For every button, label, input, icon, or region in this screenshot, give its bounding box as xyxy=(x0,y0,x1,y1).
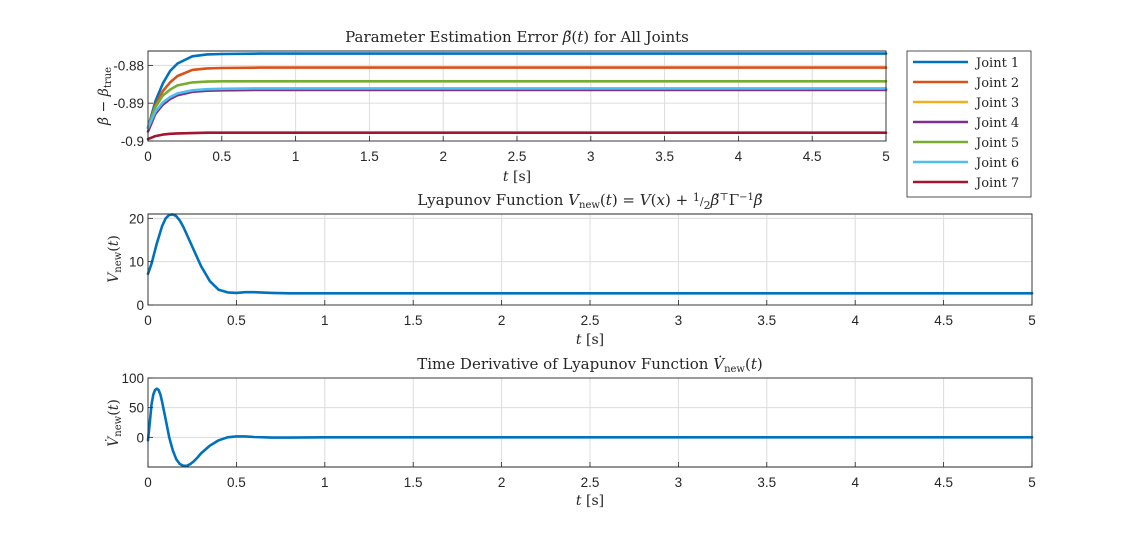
x-tick-label: 2 xyxy=(498,475,506,490)
x-tick-label: 3.5 xyxy=(655,149,674,164)
x-tick-label: 1.5 xyxy=(404,313,423,328)
x-axis-label: t [s] xyxy=(576,332,604,348)
legend-label: Joint 2 xyxy=(974,76,1019,91)
y-axis-label: Vnew(t) xyxy=(106,235,124,283)
x-tick-labels: 0 0.5 1 1.5 2 2.5 3 3.5 4 4.5 5 xyxy=(144,136,890,164)
y-tick-label: 20 xyxy=(129,211,144,226)
x-tick-label: 4 xyxy=(851,475,859,490)
chart-title: Parameter Estimation Error β̃(t) for All… xyxy=(345,28,689,46)
x-tick-label: 5 xyxy=(1028,475,1036,490)
series-line-joint-7 xyxy=(146,131,888,141)
y-tick-labels: 0 50 100 xyxy=(121,371,153,445)
x-tick-label: 2.5 xyxy=(581,313,600,328)
series-line-joint-5 xyxy=(146,80,888,130)
series-line xyxy=(146,213,1034,295)
y-tick-label: -0.89 xyxy=(113,96,144,111)
x-tick-label: 1.5 xyxy=(404,475,423,490)
y-tick-labels: 0 10 20 xyxy=(129,211,153,313)
y-tick-label: 50 xyxy=(129,401,144,416)
y-tick-label: -0.9 xyxy=(121,134,144,149)
series-line-joint-4 xyxy=(146,88,888,133)
x-tick-label: 1 xyxy=(321,475,329,490)
x-tick-label: 0.5 xyxy=(227,313,246,328)
chart-title: Time Derivative of Lyapunov Function V̇n… xyxy=(417,355,763,375)
legend-box xyxy=(906,50,1032,198)
y-tick-label: -0.88 xyxy=(113,58,144,73)
legend-label: Joint 7 xyxy=(974,176,1019,191)
legend-label: Joint 3 xyxy=(974,96,1019,111)
x-tick-label: 4.5 xyxy=(934,475,953,490)
x-tick-label: 0.5 xyxy=(212,149,231,164)
x-tick-label: 4 xyxy=(735,149,743,164)
series-line xyxy=(146,387,1034,468)
x-tick-label: 1 xyxy=(292,149,300,164)
x-tick-label: 1 xyxy=(321,313,329,328)
series-group xyxy=(146,213,1034,295)
estimation-error-axes: 0 0.5 1 1.5 2 2.5 3 3.5 4 4.5 5 -0.9 -0.89 -0.88 xyxy=(113,50,890,164)
legend-label: Joint 1 xyxy=(974,56,1019,71)
x-axis-label: t [s] xyxy=(576,493,604,509)
x-tick-label: 4.5 xyxy=(803,149,822,164)
x-tick-label: 2.5 xyxy=(508,149,527,164)
x-tick-label: 2.5 xyxy=(581,475,600,490)
lyapunov-derivative-axes: 0 0.5 1 1.5 2 2.5 3 3.5 4 4.5 5 0 50 100 xyxy=(121,371,1035,490)
x-axis-label: t [s] xyxy=(503,169,531,185)
series-group xyxy=(146,387,1034,468)
y-tick-label: 100 xyxy=(121,371,144,386)
y-tick-label: 10 xyxy=(129,255,144,270)
y-axis-label: V̇new(t) xyxy=(104,399,124,447)
series-line-joint-2 xyxy=(146,66,888,130)
y-tick-label: 0 xyxy=(136,298,144,313)
y-tick-label: 0 xyxy=(136,430,144,445)
x-tick-label: 3.5 xyxy=(757,475,776,490)
x-tick-label: 0 xyxy=(144,313,152,328)
x-tick-label: 5 xyxy=(882,149,890,164)
legend-label: Joint 4 xyxy=(974,116,1019,131)
x-tick-label: 0.5 xyxy=(227,475,246,490)
x-tick-labels: 0 0.5 1 1.5 2 2.5 3 3.5 4 4.5 5 xyxy=(144,462,1036,490)
x-tick-label: 0 xyxy=(144,149,152,164)
x-tick-label: 5 xyxy=(1028,313,1036,328)
legend-label: Joint 5 xyxy=(974,136,1019,151)
y-axis-label: β̂ − βtrue xyxy=(96,67,114,126)
x-tick-label: 2 xyxy=(498,313,506,328)
x-tick-label: 3 xyxy=(675,313,683,328)
series-line-joint-1 xyxy=(146,52,888,130)
x-tick-label: 3.5 xyxy=(757,313,776,328)
series-line-joint-6 xyxy=(146,87,888,130)
x-tick-label: 4.5 xyxy=(934,313,953,328)
legend-label: Joint 6 xyxy=(974,156,1019,171)
x-tick-labels: 0 0.5 1 1.5 2 2.5 3 3.5 4 4.5 5 xyxy=(144,300,1036,328)
chart-title: Lyapunov Function Vnew(t) = V(x) + 1/2β̃… xyxy=(417,191,762,212)
x-tick-label: 2 xyxy=(439,149,447,164)
y-tick-labels: -0.9 -0.89 -0.88 xyxy=(113,58,153,149)
x-tick-label: 0 xyxy=(144,475,152,490)
x-tick-label: 1.5 xyxy=(360,149,379,164)
x-tick-label: 3 xyxy=(675,475,683,490)
x-tick-label: 4 xyxy=(851,313,859,328)
lyapunov-axes: 0 0.5 1 1.5 2 2.5 3 3.5 4 4.5 5 0 10 20 xyxy=(129,211,1036,328)
legend: Joint 1 Joint 2 Joint 3 Joint 4 Joint 5 Joint… xyxy=(906,50,1032,198)
x-tick-label: 3 xyxy=(587,149,595,164)
series-group xyxy=(146,52,888,141)
legend-items: Joint 1 Joint 2 Joint 3 Joint 4 Joint 5 Joint… xyxy=(913,56,1019,191)
